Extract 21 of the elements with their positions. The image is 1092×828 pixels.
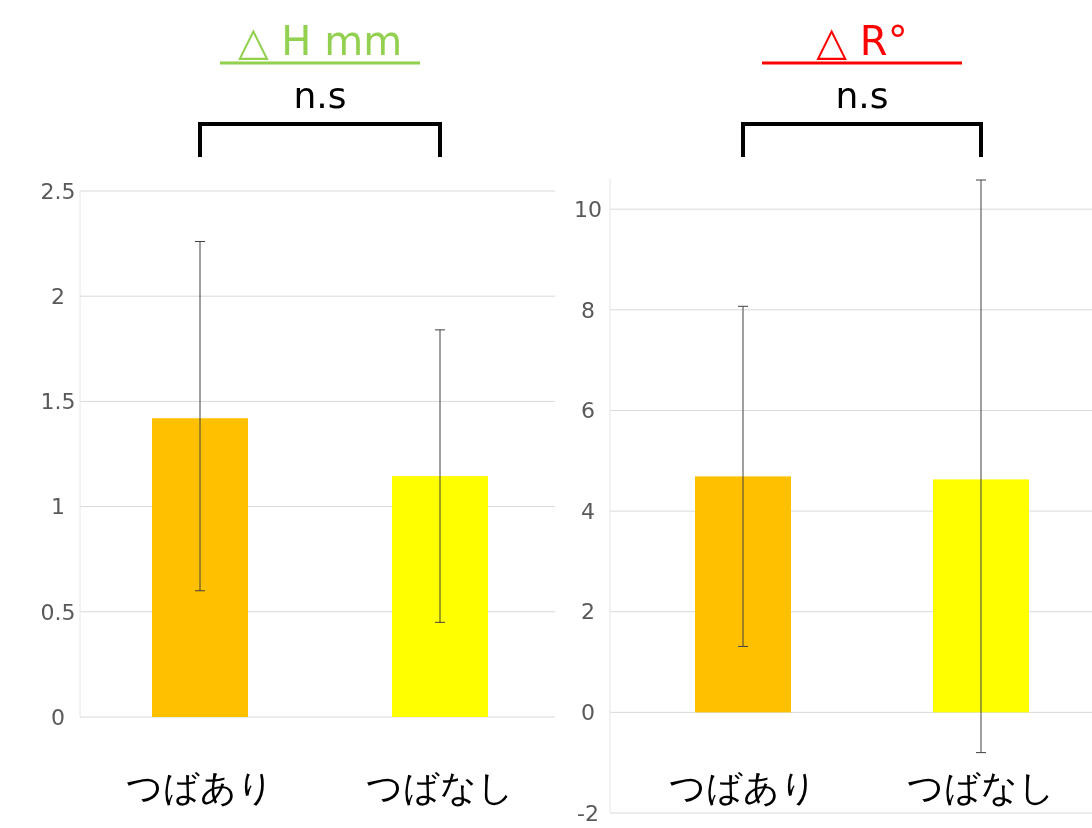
y-tick-label: 0.5 [40, 599, 76, 625]
y-tick-label: 1 [51, 494, 65, 520]
y-tick-label: 0 [581, 700, 595, 726]
x-tick-label: つばなし [907, 767, 1055, 808]
y-tick-label: 6 [581, 398, 595, 424]
y-tick-label: 0 [51, 704, 65, 730]
chart-title: △ R° [816, 18, 908, 64]
y-tick-label: 2.5 [40, 178, 76, 204]
y-tick-label: -2 [577, 800, 599, 826]
x-tick-label: つばあり [669, 767, 817, 808]
x-tick-label: つばあり [126, 767, 274, 808]
y-tick-label: 2 [581, 599, 595, 625]
text: n.s [293, 75, 347, 116]
y-tick-label: 1.5 [40, 389, 76, 415]
y-tick-label: 2 [51, 283, 65, 309]
y-tick-label: 4 [581, 498, 595, 524]
y-tick-label: 10 [574, 196, 602, 222]
y-tick-label: 8 [581, 297, 595, 323]
text: n.s [835, 75, 889, 116]
x-tick-label: つばなし [366, 767, 514, 808]
chart-title: △ H mm [237, 18, 403, 64]
